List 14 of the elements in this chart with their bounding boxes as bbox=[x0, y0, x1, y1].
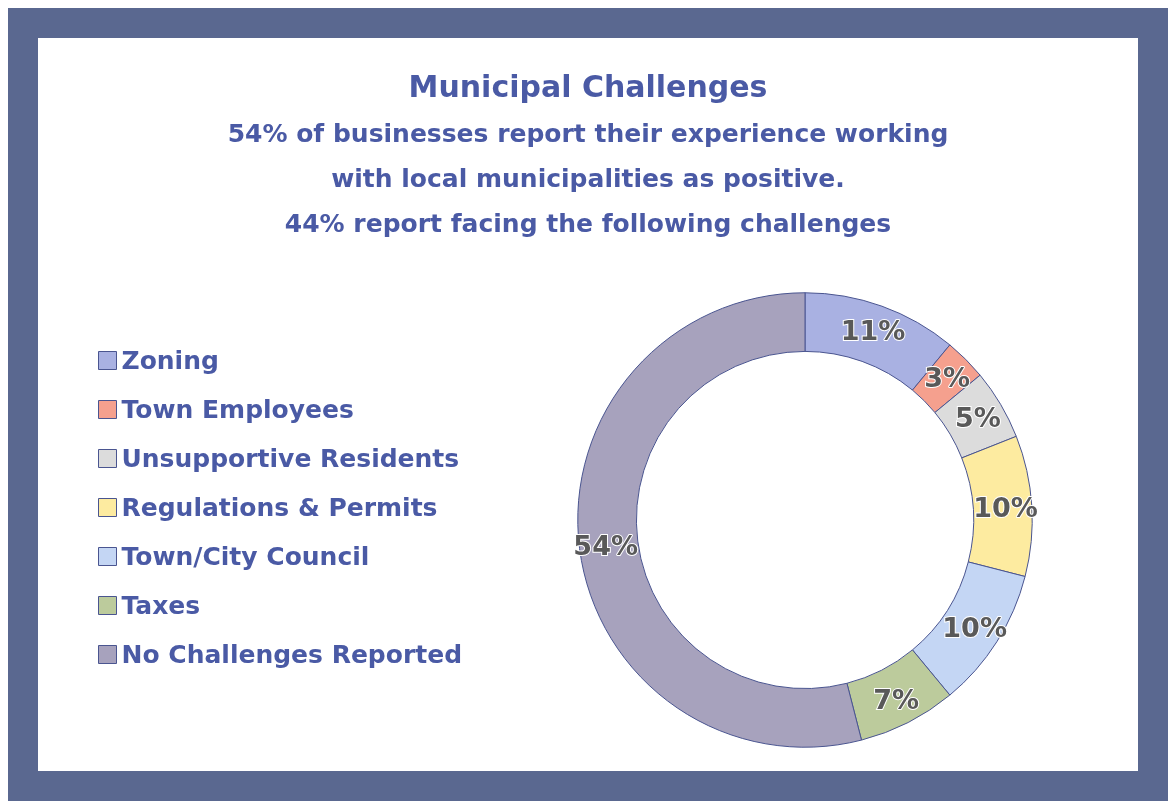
legend-label: Unsupportive Residents bbox=[121, 444, 460, 473]
data-label: 5% bbox=[955, 402, 1001, 434]
data-label: 10% bbox=[942, 612, 1007, 644]
legend-label: No Challenges Reported bbox=[121, 640, 463, 669]
legend-label: Town Employees bbox=[121, 395, 354, 424]
chart-subtitle: 54% of businesses report their experience working with local municipalities as positive. 44% report facing the following challenges bbox=[227, 119, 949, 238]
data-label: 7% bbox=[873, 683, 920, 715]
data-label: 11% bbox=[840, 315, 906, 347]
legend-label: Taxes bbox=[121, 591, 201, 620]
legend-label: Regulations & Permits bbox=[121, 493, 438, 522]
chart-title: Municipal Challenges bbox=[408, 68, 768, 104]
legend-label: Zoning bbox=[121, 346, 219, 375]
legend-label: Town/City Council bbox=[121, 542, 370, 571]
data-label: 3% bbox=[924, 362, 970, 394]
